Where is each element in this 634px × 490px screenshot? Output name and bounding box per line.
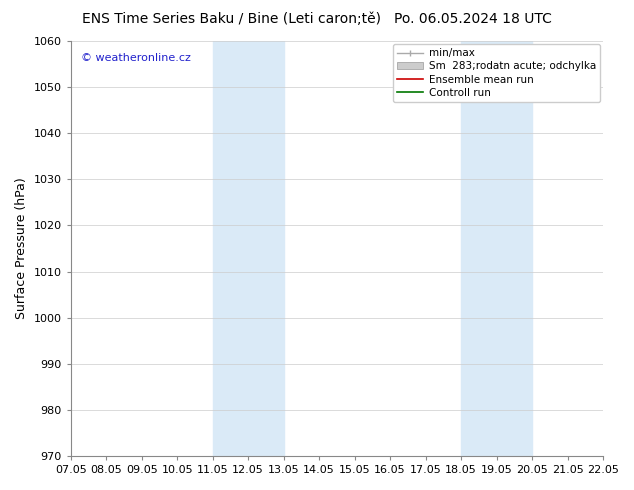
Legend: min/max, Sm  283;rodatn acute; odchylka, Ensemble mean run, Controll run: min/max, Sm 283;rodatn acute; odchylka, …: [393, 44, 600, 102]
Y-axis label: Surface Pressure (hPa): Surface Pressure (hPa): [15, 178, 28, 319]
Text: Po. 06.05.2024 18 UTC: Po. 06.05.2024 18 UTC: [394, 12, 552, 26]
Bar: [212, 41, 283, 456]
Text: © weatheronline.cz: © weatheronline.cz: [81, 53, 191, 64]
Text: ENS Time Series Baku / Bine (Leti caron;tě): ENS Time Series Baku / Bine (Leti caron;…: [82, 12, 382, 26]
Bar: [461, 41, 532, 456]
